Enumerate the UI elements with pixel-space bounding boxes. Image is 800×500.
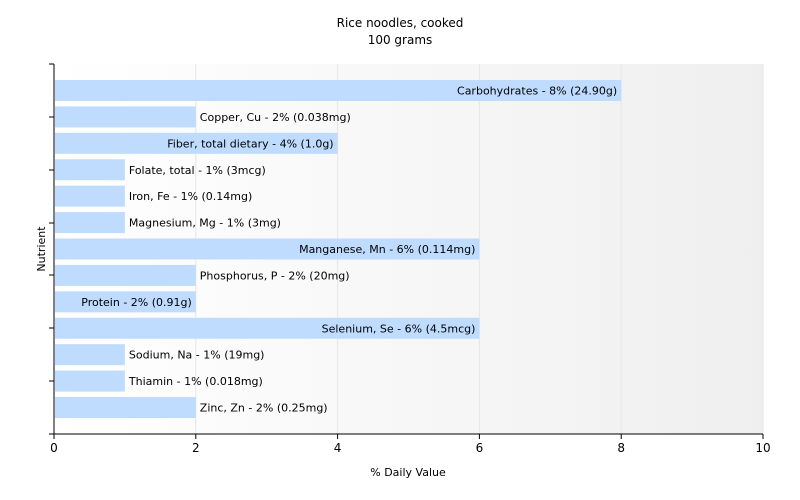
bar xyxy=(55,80,622,101)
chart-title: Rice noodles, cooked xyxy=(337,16,464,30)
bar xyxy=(55,264,196,286)
bar-label: Thiamin - 1% (0.018mg) xyxy=(128,375,263,388)
bar-label: Selenium, Se - 6% (4.5mcg) xyxy=(322,322,476,335)
bar-labels: Carbohydrates - 8% (24.90g) Copper, Cu - … xyxy=(81,85,617,415)
bars xyxy=(55,80,622,418)
bar-label: Phosphorus, P - 2% (20mg) xyxy=(200,269,350,282)
chart-subtitle: 100 grams xyxy=(368,33,433,47)
bar-label: Sodium, Na - 1% (19mg) xyxy=(129,349,265,362)
bar xyxy=(55,344,125,366)
x-tick-label: 0 xyxy=(50,441,58,455)
bar xyxy=(55,238,480,260)
bar-label: Zinc, Zn - 2% (0.25mg) xyxy=(200,402,328,415)
x-axis-label: % Daily Value xyxy=(370,466,446,479)
x-tick-label: 4 xyxy=(334,441,342,455)
bar xyxy=(55,106,196,128)
x-tick-label: 2 xyxy=(192,441,200,455)
bar-label: Iron, Fe - 1% (0.14mg) xyxy=(129,190,252,203)
bar xyxy=(55,397,196,418)
bar-label: Manganese, Mn - 6% (0.114mg) xyxy=(299,243,475,256)
bar xyxy=(55,132,338,154)
bar xyxy=(55,212,125,234)
x-ticks: 0 2 4 6 8 10 xyxy=(50,434,771,455)
bar xyxy=(55,370,125,392)
x-tick-label: 6 xyxy=(476,441,484,455)
bar-label: Copper, Cu - 2% (0.038mg) xyxy=(200,111,351,124)
bar-label: Folate, total - 1% (3mcg) xyxy=(129,164,266,177)
bar xyxy=(55,159,125,181)
bar xyxy=(55,185,125,207)
y-ticks xyxy=(49,63,54,435)
x-tick-label: 10 xyxy=(755,441,770,455)
y-axis-label: Nutrient xyxy=(35,226,48,272)
bar xyxy=(55,317,480,339)
x-tick-label: 8 xyxy=(617,441,625,455)
bar-label: Magnesium, Mg - 1% (3mg) xyxy=(129,217,281,230)
bar-label: Protein - 2% (0.91g) xyxy=(81,296,192,309)
bar xyxy=(55,291,196,313)
bar-label: Carbohydrates - 8% (24.90g) xyxy=(457,85,617,98)
bar-label: Fiber, total dietary - 4% (1.0g) xyxy=(167,137,333,150)
